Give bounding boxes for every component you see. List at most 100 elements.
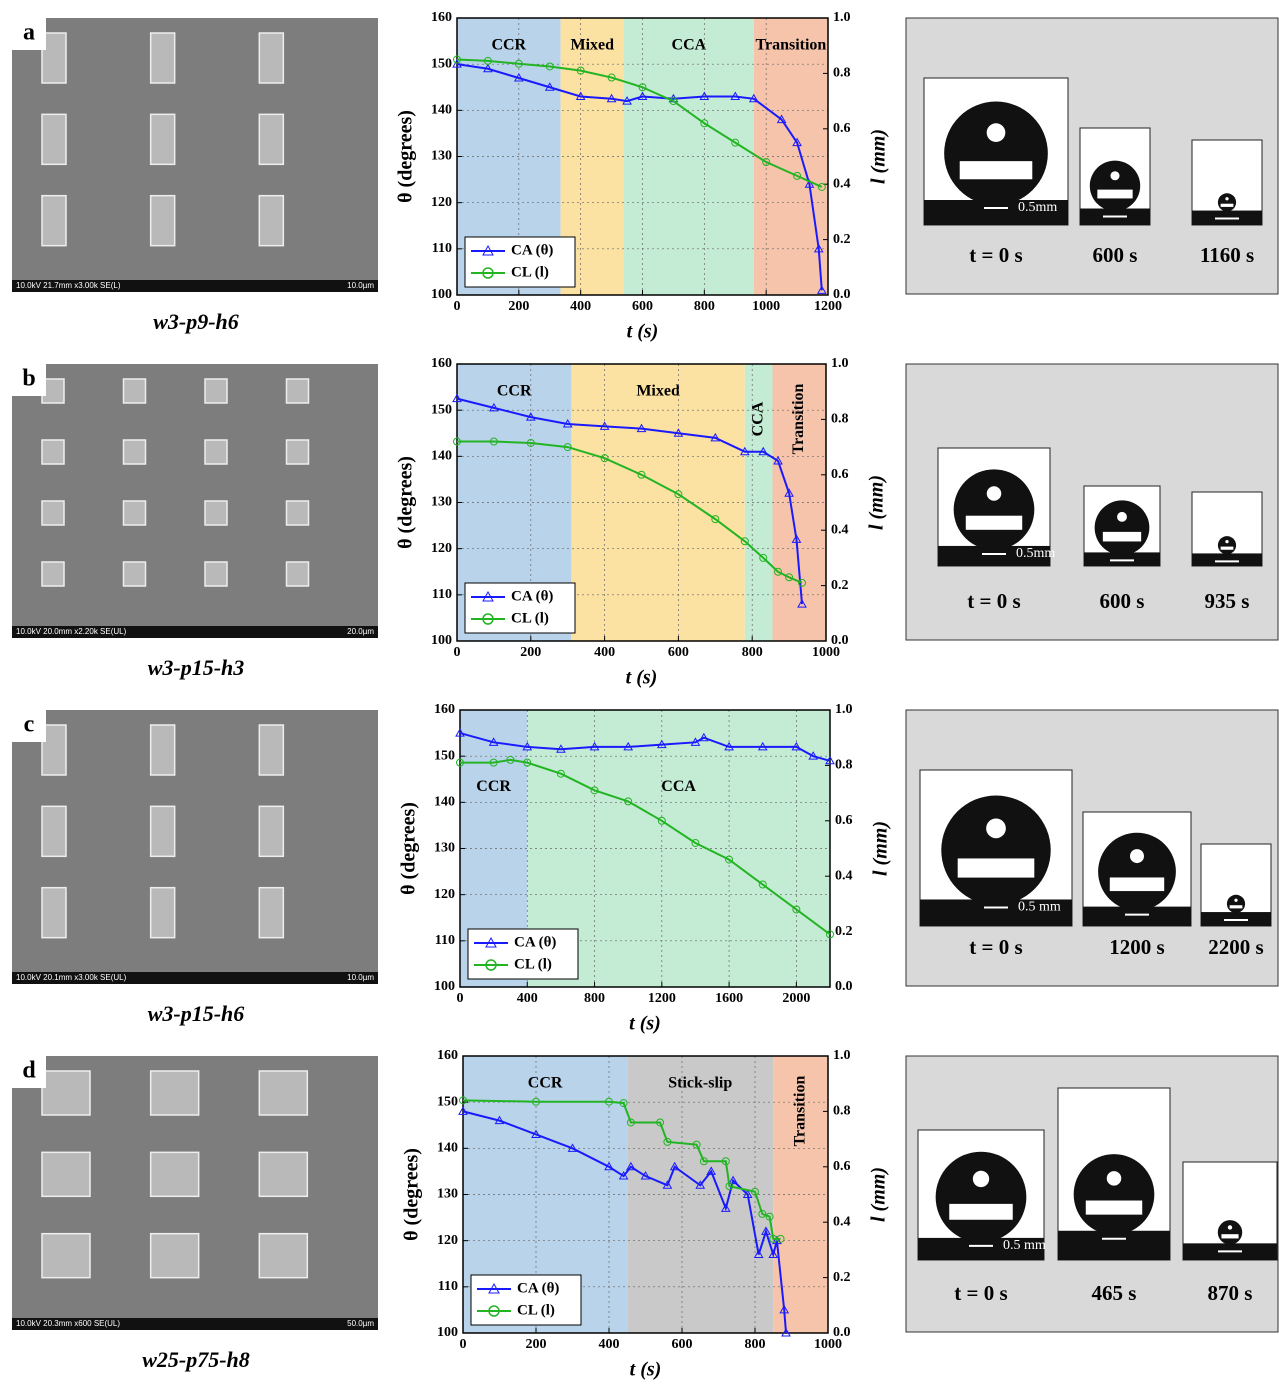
y2-axis-label: l (mm) bbox=[866, 475, 888, 530]
phase-label: CCA bbox=[661, 778, 696, 795]
droplet bbox=[1095, 500, 1150, 555]
pillar bbox=[259, 806, 283, 856]
pillar bbox=[42, 562, 64, 586]
legend-label: CL (l) bbox=[514, 956, 552, 972]
legend-label: CA (θ) bbox=[511, 242, 553, 258]
y-axis-label: θ (degrees) bbox=[395, 110, 417, 203]
droplet-reflection bbox=[960, 161, 1033, 179]
pillar bbox=[42, 1071, 90, 1115]
pillar bbox=[42, 888, 66, 938]
sem-scale: 20.0µm bbox=[347, 627, 374, 636]
x-tick-label: 400 bbox=[570, 299, 591, 314]
sem-image bbox=[12, 18, 378, 292]
panel-letter: d bbox=[22, 1058, 36, 1084]
phase-label: CCA bbox=[672, 36, 707, 53]
y2-tick-label: 1.0 bbox=[833, 10, 851, 25]
x-tick-label: 200 bbox=[520, 645, 541, 660]
droplet-reflection bbox=[1221, 547, 1234, 550]
y2-tick-label: 0.8 bbox=[833, 1104, 851, 1119]
sem-scale: 10.0µm bbox=[347, 281, 374, 290]
droplet-reflection bbox=[966, 516, 1022, 530]
phase-label: CCR bbox=[497, 382, 532, 399]
sem-info: 10.0kV 20.3mm x600 SE(UL) bbox=[16, 1319, 120, 1328]
x-tick-label: 0 bbox=[454, 645, 461, 660]
droplet-reflection bbox=[1110, 877, 1164, 891]
pillar bbox=[259, 114, 283, 164]
droplet bbox=[1090, 161, 1140, 211]
legend-label: CA (θ) bbox=[514, 934, 556, 950]
pillar bbox=[287, 440, 309, 464]
x-tick-label: 800 bbox=[742, 645, 763, 660]
droplet-highlight bbox=[1107, 1171, 1122, 1186]
droplet bbox=[936, 1152, 1027, 1243]
y2-axis-label: l (mm) bbox=[870, 821, 892, 876]
x-tick-label: 400 bbox=[599, 1337, 620, 1352]
phase-label: Mixed bbox=[636, 382, 680, 399]
droplet-highlight bbox=[987, 123, 1006, 142]
droplet bbox=[1218, 193, 1236, 211]
pillar bbox=[259, 888, 283, 938]
droplet-time: t = 0 s bbox=[969, 935, 1022, 959]
figure: 10.0kV 21.7mm x3.00k SE(L)10.0µmaw3-p9-h… bbox=[0, 0, 1279, 1387]
x-tick-label: 800 bbox=[745, 1337, 766, 1352]
droplet bbox=[1218, 536, 1236, 554]
x-tick-label: 600 bbox=[668, 645, 689, 660]
y2-axis-label: l (mm) bbox=[868, 1167, 890, 1222]
pillar bbox=[151, 114, 175, 164]
pillar bbox=[287, 501, 309, 525]
y-tick-label: 120 bbox=[437, 1233, 458, 1248]
droplet-time: 935 s bbox=[1205, 589, 1250, 613]
pillar bbox=[151, 1152, 199, 1196]
droplet bbox=[954, 469, 1035, 550]
y-tick-label: 130 bbox=[437, 1187, 458, 1202]
pillar bbox=[287, 562, 309, 586]
droplet-time: 1200 s bbox=[1109, 935, 1164, 959]
y-tick-label: 160 bbox=[434, 702, 455, 717]
droplet-highlight bbox=[1225, 540, 1228, 543]
phase-label: CCR bbox=[528, 1074, 563, 1091]
x-tick-label: 2000 bbox=[782, 991, 810, 1006]
panel-letter: c bbox=[24, 712, 35, 738]
droplet bbox=[941, 796, 1050, 905]
y-tick-label: 150 bbox=[434, 748, 455, 763]
x-axis-label: t (s) bbox=[630, 1359, 662, 1381]
droplet-reflection bbox=[1221, 1234, 1238, 1238]
sample-caption: w3-p9-h6 bbox=[153, 309, 239, 334]
droplet-time: 600 s bbox=[1093, 243, 1138, 267]
droplet-time: 465 s bbox=[1092, 1281, 1137, 1305]
droplet bbox=[944, 102, 1048, 206]
droplet-reflection bbox=[1097, 190, 1132, 199]
pillar bbox=[205, 562, 227, 586]
droplet-highlight bbox=[1225, 197, 1228, 200]
legend-label: CA (θ) bbox=[517, 1280, 559, 1296]
pillar bbox=[42, 440, 64, 464]
droplet bbox=[1098, 833, 1176, 911]
droplet bbox=[1218, 1220, 1242, 1244]
x-axis-label: t (s) bbox=[626, 667, 658, 689]
x-axis-label: t (s) bbox=[629, 1013, 661, 1035]
y2-tick-label: 0.8 bbox=[831, 412, 849, 427]
y-axis-label: θ (degrees) bbox=[401, 1148, 423, 1241]
phase-label: CCR bbox=[491, 36, 526, 53]
panel-letter: a bbox=[23, 20, 35, 46]
droplet-highlight bbox=[973, 1171, 989, 1187]
y-tick-label: 160 bbox=[431, 10, 452, 25]
scale-bar-label: 0.5mm bbox=[1018, 200, 1057, 215]
droplet bbox=[1074, 1154, 1155, 1235]
droplet-time: 600 s bbox=[1100, 589, 1145, 613]
pillar bbox=[259, 725, 283, 775]
y2-tick-label: 0.4 bbox=[833, 176, 851, 191]
pillar bbox=[151, 1071, 199, 1115]
pillar bbox=[124, 501, 146, 525]
x-tick-label: 800 bbox=[584, 991, 605, 1006]
x-tick-label: 200 bbox=[526, 1337, 547, 1352]
pillar bbox=[205, 379, 227, 403]
pillar bbox=[259, 33, 283, 83]
y2-tick-label: 0.8 bbox=[833, 66, 851, 81]
y-tick-label: 120 bbox=[431, 541, 452, 556]
x-tick-label: 1200 bbox=[648, 991, 676, 1006]
pillar bbox=[151, 33, 175, 83]
y2-tick-label: 0.8 bbox=[835, 758, 853, 773]
phase-label: Mixed bbox=[570, 36, 614, 53]
y2-tick-label: 0.2 bbox=[831, 578, 849, 593]
